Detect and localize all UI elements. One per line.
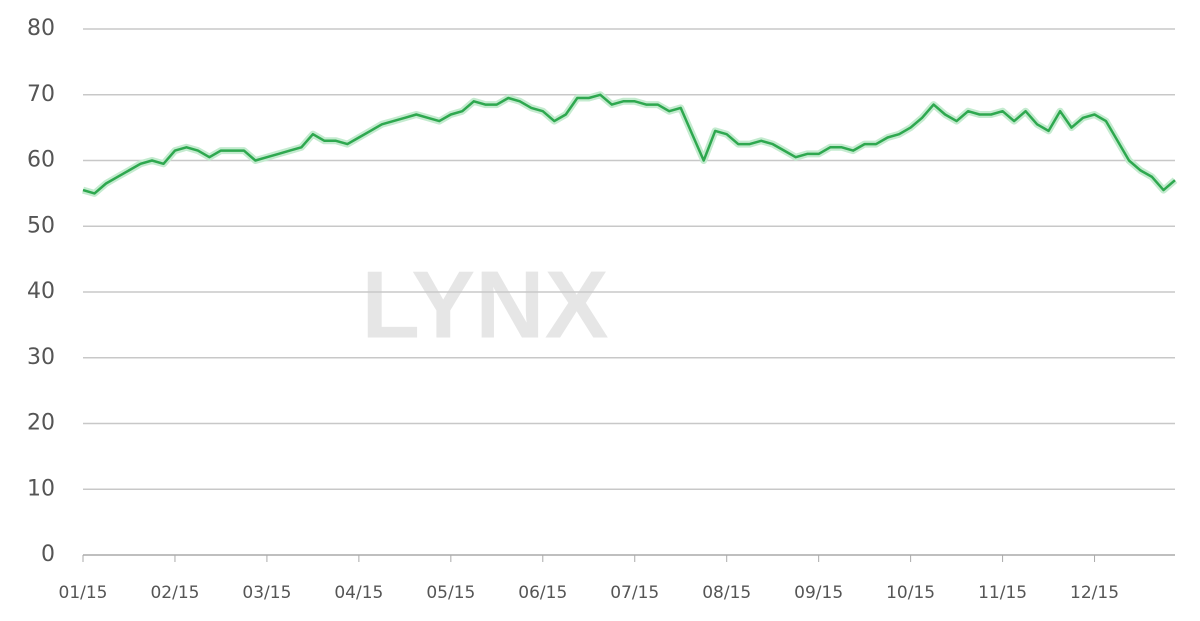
x-tick-label: 09/15 bbox=[794, 583, 843, 603]
y-tick-label: 20 bbox=[27, 411, 55, 436]
x-tick-label: 03/15 bbox=[242, 583, 291, 603]
x-tick-label: 01/15 bbox=[59, 583, 108, 603]
y-tick-label: 40 bbox=[27, 279, 55, 304]
x-tick-label: 11/15 bbox=[978, 583, 1027, 603]
line bbox=[82, 93, 1176, 195]
x-tick-label: 06/15 bbox=[518, 583, 567, 603]
y-tick-label: 80 bbox=[27, 16, 55, 41]
x-tick-label: 07/15 bbox=[610, 583, 659, 603]
x-tick-label: 02/15 bbox=[150, 583, 199, 603]
x-tick-label: 05/15 bbox=[426, 583, 475, 603]
line-glow bbox=[82, 91, 1178, 197]
x-tick-label: 10/15 bbox=[886, 583, 935, 603]
x-tick-label: 12/15 bbox=[1070, 583, 1119, 603]
y-tick-label: 10 bbox=[27, 476, 55, 501]
y-tick-label: 30 bbox=[27, 345, 55, 370]
x-tick-label: 08/15 bbox=[702, 583, 751, 603]
y-tick-label: 70 bbox=[27, 82, 55, 107]
x-tick-label: 04/15 bbox=[334, 583, 383, 603]
y-tick-label: 50 bbox=[27, 213, 55, 238]
y-tick-label: 60 bbox=[27, 148, 55, 173]
y-tick-label: 0 bbox=[41, 542, 55, 567]
watermark: LYNX bbox=[361, 251, 608, 358]
